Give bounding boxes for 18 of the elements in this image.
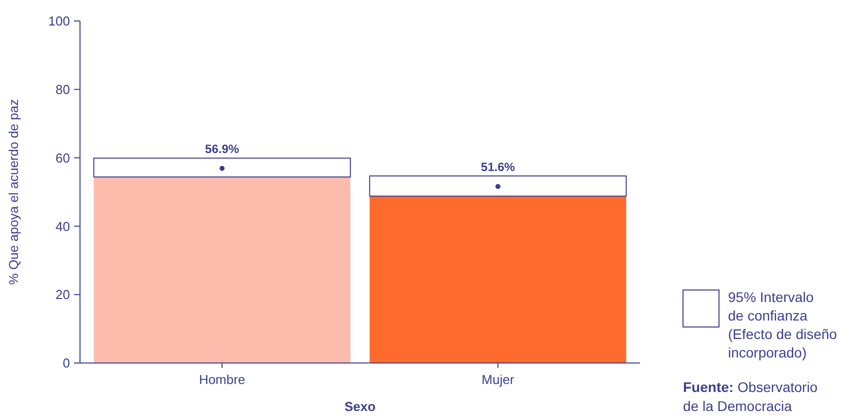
y-tick-label: 100 xyxy=(48,14,70,29)
data-label: 51.6% xyxy=(480,160,516,174)
y-tick-label: 80 xyxy=(56,82,70,97)
y-tick-label: 20 xyxy=(56,287,70,302)
text: 95% Intervalo de confianza (Efecto de diseño incorporado) xyxy=(728,289,838,360)
y-axis-title: % Que apoya el acuerdo de paz xyxy=(6,99,21,285)
x-tick-label: Hombre xyxy=(198,372,246,387)
data-label: 56.9% xyxy=(205,142,240,156)
bar xyxy=(369,175,627,197)
bar xyxy=(93,158,351,178)
y-tick-label: 60 xyxy=(56,150,70,166)
x-axis-title: Sexo xyxy=(344,399,376,414)
bar xyxy=(94,176,350,363)
x-tick-label: Mujer xyxy=(482,372,515,387)
y-tick-label: 0 xyxy=(62,356,70,371)
source-note: Fuente: Observatorio de la Democracia xyxy=(683,379,818,414)
y-tick-label: 40 xyxy=(56,218,70,234)
bar xyxy=(370,196,626,363)
